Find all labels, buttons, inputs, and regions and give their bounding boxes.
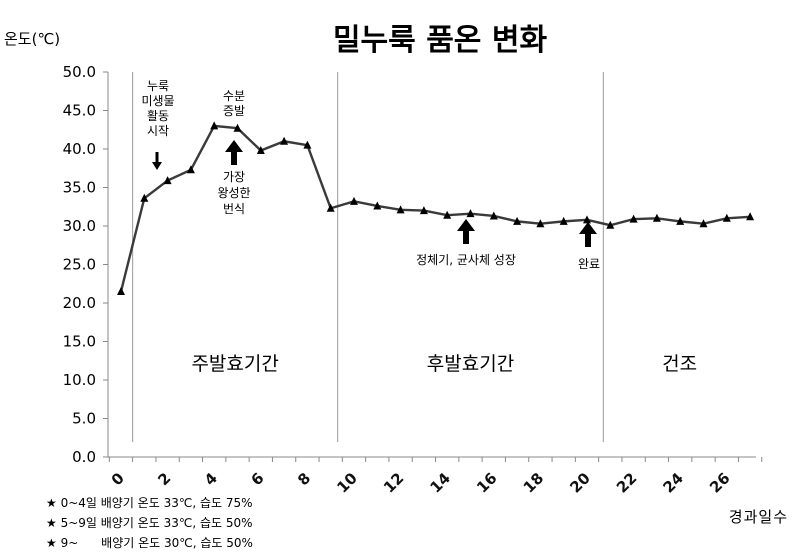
data-point-marker — [443, 210, 452, 219]
series-line — [119, 124, 751, 292]
annotation-text: 왕성한 — [217, 186, 250, 200]
x-tick-label: 4 — [201, 469, 221, 489]
data-point-marker — [210, 121, 219, 130]
x-tick-label: 10 — [333, 469, 360, 496]
data-point-marker — [326, 203, 335, 212]
x-tick-label: 6 — [248, 469, 268, 489]
x-tick-label: 18 — [520, 469, 547, 496]
x-tick-label: 0 — [108, 469, 128, 489]
annotation-text: 시작 — [147, 124, 169, 138]
y-tick-label: 50.0 — [63, 63, 96, 81]
x-tick-label: 2 — [154, 469, 174, 489]
data-point-marker — [350, 196, 358, 205]
data-point-marker — [163, 176, 172, 185]
note-day-9-plus: ★ 9~ 배양기 온도 30℃, 습도 50% — [46, 536, 253, 550]
data-point-marker — [746, 212, 755, 221]
data-point-marker — [536, 219, 545, 228]
data-point-marker — [280, 136, 289, 145]
data-point-marker — [256, 146, 265, 155]
data-point-marker — [513, 216, 522, 225]
annotation-text: 활동 — [147, 109, 169, 123]
data-point-marker — [373, 201, 382, 210]
x-tick-label: 26 — [706, 469, 733, 496]
y-tick-label: 10.0 — [63, 371, 96, 389]
y-tick-label: 35.0 — [63, 179, 96, 197]
chart-title: 밀누룩 품온 변화 — [333, 23, 547, 58]
data-point-marker — [233, 123, 242, 132]
y-tick-label: 15.0 — [63, 333, 96, 351]
data-point-marker — [559, 216, 568, 225]
phase-label: 건조 — [662, 353, 697, 375]
data-point-marker — [117, 286, 125, 295]
y-tick-label: 5.0 — [72, 410, 96, 428]
x-tick-label: 22 — [613, 469, 640, 496]
y-axis-title: 온도(℃) — [4, 30, 60, 48]
annotation-text: 가장 — [223, 170, 245, 184]
x-axis-title: 경과일수 — [729, 508, 788, 526]
data-point-marker — [722, 213, 731, 222]
y-tick-label: 25.0 — [63, 256, 96, 274]
data-point-marker — [583, 215, 591, 224]
culture-conditions-notes: ★ 0~4일 배양기 온도 33℃, 습도 75% ★ 5~9일 배양기 온도 … — [46, 493, 253, 553]
annotation-text: 미생물 — [141, 94, 174, 108]
arrow-up-icon — [579, 222, 597, 247]
data-point-marker — [466, 209, 475, 218]
annotation-text: 누룩 — [147, 79, 169, 93]
x-tick-label: 20 — [566, 469, 593, 496]
x-tick-label: 16 — [473, 469, 500, 496]
phase-label: 후발효기간 — [427, 353, 514, 375]
x-tick-label: 14 — [427, 469, 454, 496]
note-day-0-4: ★ 0~4일 배양기 온도 33℃, 습도 75% — [46, 496, 253, 510]
data-point-marker — [303, 140, 312, 149]
data-point-marker — [606, 220, 615, 229]
phase-label: 주발효기간 — [191, 353, 278, 375]
x-tick-label: 24 — [660, 469, 687, 496]
data-point-marker — [140, 193, 149, 202]
annotation-text: 증발 — [223, 104, 245, 118]
data-point-marker — [699, 219, 708, 228]
y-tick-label: 20.0 — [63, 294, 96, 312]
arrow-up-icon — [457, 219, 475, 244]
y-tick-label: 45.0 — [63, 102, 96, 120]
data-point-marker — [629, 214, 638, 223]
annotation-text: 번식 — [223, 202, 245, 216]
annotation-text: 정체기, 균사체 성장 — [416, 253, 516, 267]
data-point-marker — [419, 206, 428, 215]
x-tick-label: 8 — [294, 469, 314, 489]
data-point-marker — [396, 205, 405, 214]
y-tick-label: 0.0 — [72, 448, 96, 466]
note-day-5-9: ★ 5~9일 배양기 온도 33℃, 습도 50% — [46, 516, 253, 530]
arrow-down-icon — [152, 152, 162, 170]
annotation-text: 완료 — [578, 257, 600, 271]
y-tick-label: 40.0 — [63, 140, 96, 158]
arrow-up-icon — [225, 140, 243, 165]
data-point-marker — [489, 211, 498, 220]
data-point-marker — [186, 165, 195, 174]
y-tick-label: 30.0 — [63, 217, 96, 235]
data-point-marker — [652, 213, 661, 222]
x-tick-label: 12 — [380, 469, 407, 496]
data-point-marker — [676, 216, 685, 225]
annotation-text: 수분 — [223, 89, 245, 103]
